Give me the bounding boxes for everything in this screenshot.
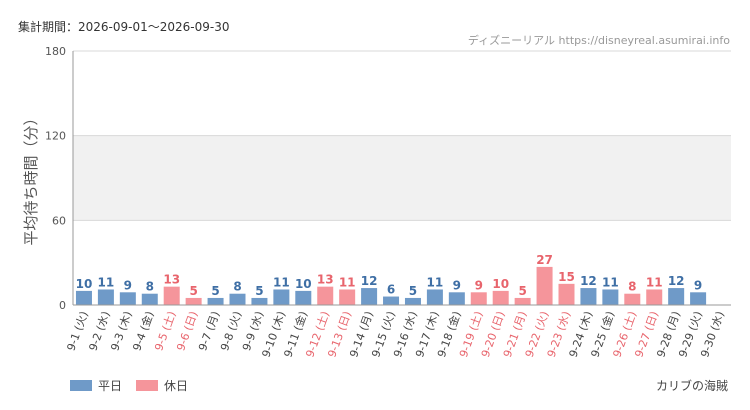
bar [624, 293, 641, 305]
bar-value-label: 11 [646, 275, 663, 289]
bar-value-label: 5 [409, 284, 417, 298]
bar [185, 297, 202, 305]
bar [97, 289, 114, 305]
bar-value-label: 9 [453, 278, 461, 292]
bar [536, 266, 553, 305]
bar [119, 292, 136, 305]
bar-value-label: 12 [668, 274, 685, 288]
y-tick-label: 0 [59, 299, 66, 312]
bar-value-label: 13 [317, 273, 334, 287]
y-axis-ticks: 0 60 120 180 [45, 45, 66, 312]
bar-value-label: 11 [602, 275, 619, 289]
y-tick-label: 120 [45, 130, 66, 143]
bars [75, 266, 707, 305]
bar-value-label: 12 [361, 274, 378, 288]
bar [207, 297, 224, 305]
x-axis-tick-labels: 9-1 (火)9-2 (水)9-3 (木)9-4 (金)9-5 (土)9-6 (… [65, 309, 727, 359]
bar-value-label: 11 [273, 275, 290, 289]
bar-value-label: 9 [694, 278, 702, 292]
bar [646, 289, 663, 305]
bar-value-label: 5 [189, 284, 197, 298]
grid-lines [72, 50, 731, 305]
bar-value-label: 6 [387, 283, 395, 297]
bar-value-label: 9 [124, 278, 132, 292]
source-label: ディズニーリアル https://disneyreal.asumirai.inf… [467, 34, 730, 47]
bar-value-label: 9 [475, 278, 483, 292]
bar [448, 292, 465, 305]
bar [383, 296, 400, 305]
bar [339, 289, 356, 305]
bar-value-label: 5 [255, 284, 263, 298]
y-tick-label: 60 [52, 214, 66, 227]
bar-value-label: 11 [339, 275, 356, 289]
bar [295, 290, 312, 305]
y-axis-label: 平均待ち時間（分） [22, 110, 40, 245]
bar [514, 297, 531, 305]
legend-item-holiday: 休日 [136, 377, 188, 394]
period-label: 集計期間：2026-09-01～2026-09-30 [18, 20, 230, 34]
bar [251, 297, 268, 305]
bar-value-label: 10 [76, 277, 93, 291]
bar-value-label: 27 [536, 253, 553, 267]
bar-value-label: 12 [580, 274, 597, 288]
bar [580, 288, 597, 305]
bar [492, 290, 509, 305]
legend-swatch-holiday [136, 380, 159, 391]
bar [470, 292, 487, 305]
bar [404, 297, 421, 305]
legend-label-weekday: 平日 [98, 379, 123, 393]
bar [558, 283, 575, 305]
legend-swatch-weekday [70, 380, 92, 391]
bar [163, 286, 180, 305]
bar [690, 292, 707, 305]
y-tick-label: 180 [45, 45, 66, 58]
bar-value-label: 10 [492, 277, 509, 291]
bar [602, 289, 619, 305]
bar [141, 293, 158, 305]
bar-value-label: 15 [558, 270, 575, 284]
bar [361, 288, 378, 305]
bar-value-label: 11 [98, 275, 115, 289]
bar-value-label: 8 [233, 280, 241, 294]
bar-value-label: 5 [518, 284, 526, 298]
legend: 平日 休日 [70, 377, 188, 394]
bar [229, 293, 246, 305]
bar [668, 288, 685, 305]
bar [317, 286, 334, 305]
bar-value-label: 5 [211, 284, 219, 298]
bar [273, 289, 290, 305]
bar-value-label: 8 [146, 280, 154, 294]
bar [75, 290, 92, 305]
bar-value-label: 11 [427, 275, 444, 289]
bar-value-label: 13 [163, 273, 180, 287]
legend-item-weekday: 平日 [70, 377, 122, 394]
legend-label-holiday: 休日 [164, 379, 189, 393]
bar-value-label: 10 [295, 277, 312, 291]
bar [426, 289, 443, 305]
bar-value-label: 8 [628, 280, 636, 294]
attraction-name: カリブの海賊 [655, 379, 728, 393]
plot-band-upper [73, 136, 731, 220]
